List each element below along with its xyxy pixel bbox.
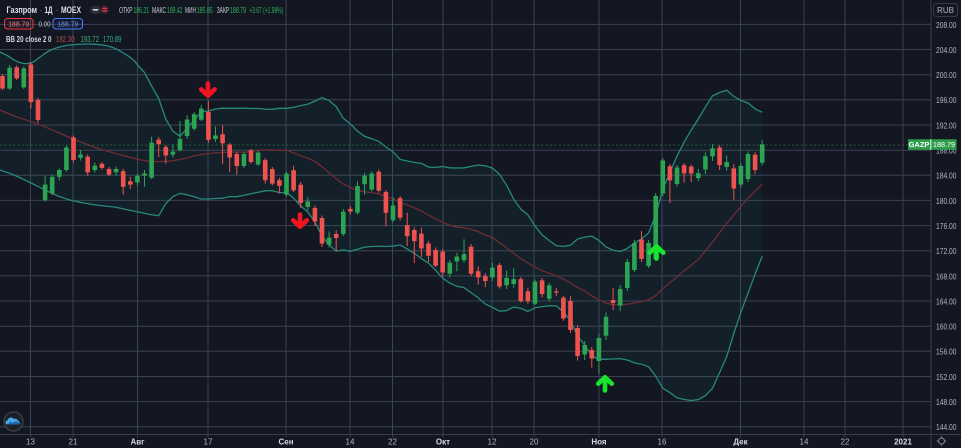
svg-text:13: 13 bbox=[26, 438, 35, 447]
svg-text:176.00: 176.00 bbox=[936, 222, 957, 231]
svg-text:МИН: МИН bbox=[185, 6, 196, 15]
svg-text:196.00: 196.00 bbox=[936, 96, 957, 105]
svg-text:188.79: 188.79 bbox=[933, 140, 955, 149]
svg-text:188.79: 188.79 bbox=[8, 20, 29, 29]
svg-text:2021: 2021 bbox=[894, 438, 912, 447]
svg-text:21: 21 bbox=[69, 438, 78, 447]
svg-text:GAZP: GAZP bbox=[909, 140, 930, 149]
svg-text:+3.67 (+1.98%): +3.67 (+1.98%) bbox=[249, 6, 283, 15]
svg-text:22: 22 bbox=[388, 438, 397, 447]
svg-text:Окт: Окт bbox=[436, 438, 450, 447]
svg-text:156.00: 156.00 bbox=[936, 348, 957, 357]
svg-text:1Д: 1Д bbox=[45, 5, 53, 15]
svg-text:160.00: 160.00 bbox=[936, 323, 957, 332]
svg-text:182.30: 182.30 bbox=[56, 35, 75, 44]
svg-text:·: · bbox=[40, 5, 43, 15]
svg-text:Авг: Авг bbox=[130, 438, 145, 447]
svg-text:144.00: 144.00 bbox=[936, 423, 957, 432]
svg-text:22: 22 bbox=[841, 438, 850, 447]
svg-text:208.00: 208.00 bbox=[936, 21, 957, 30]
svg-text:204.00: 204.00 bbox=[936, 46, 957, 55]
svg-text:170.89: 170.89 bbox=[103, 35, 122, 44]
svg-text:192.00: 192.00 bbox=[936, 121, 957, 130]
svg-text:МАКС: МАКС bbox=[152, 6, 166, 15]
svg-text:MOEX: MOEX bbox=[61, 5, 81, 15]
svg-text:186.21: 186.21 bbox=[134, 6, 150, 15]
svg-text:188.79: 188.79 bbox=[57, 20, 78, 29]
svg-text:20: 20 bbox=[530, 438, 539, 447]
svg-text:17: 17 bbox=[204, 438, 213, 447]
svg-text:BB 20 close 2 0: BB 20 close 2 0 bbox=[6, 35, 52, 44]
svg-text:14: 14 bbox=[800, 438, 809, 447]
svg-text:RUB: RUB bbox=[937, 6, 954, 15]
svg-text:200.00: 200.00 bbox=[936, 71, 957, 80]
svg-text:193.72: 193.72 bbox=[81, 35, 100, 44]
svg-text:14: 14 bbox=[346, 438, 355, 447]
svg-text:172.00: 172.00 bbox=[936, 247, 957, 256]
svg-text:168.00: 168.00 bbox=[936, 272, 957, 281]
svg-text:12: 12 bbox=[488, 438, 497, 447]
svg-text:Дек: Дек bbox=[733, 438, 748, 447]
svg-text:148.00: 148.00 bbox=[936, 398, 957, 407]
svg-text:·: · bbox=[56, 5, 59, 15]
svg-text:Газпром: Газпром bbox=[7, 5, 38, 15]
svg-text:180.00: 180.00 bbox=[936, 197, 957, 206]
svg-text:152.00: 152.00 bbox=[936, 373, 957, 382]
svg-text:16: 16 bbox=[658, 438, 667, 447]
svg-text:185.85: 185.85 bbox=[197, 6, 213, 15]
svg-text:ЗАКР: ЗАКР bbox=[217, 6, 230, 15]
svg-text:Ноя: Ноя bbox=[591, 438, 607, 447]
svg-text:188.79: 188.79 bbox=[230, 6, 246, 15]
svg-text:0.00: 0.00 bbox=[39, 19, 51, 28]
svg-text:188.00: 188.00 bbox=[936, 147, 957, 156]
svg-text:184.00: 184.00 bbox=[936, 172, 957, 181]
svg-text:Сен: Сен bbox=[278, 438, 293, 447]
svg-text:164.00: 164.00 bbox=[936, 297, 957, 306]
svg-text:ОТКР: ОТКР bbox=[119, 6, 133, 15]
svg-text:189.42: 189.42 bbox=[167, 6, 183, 15]
